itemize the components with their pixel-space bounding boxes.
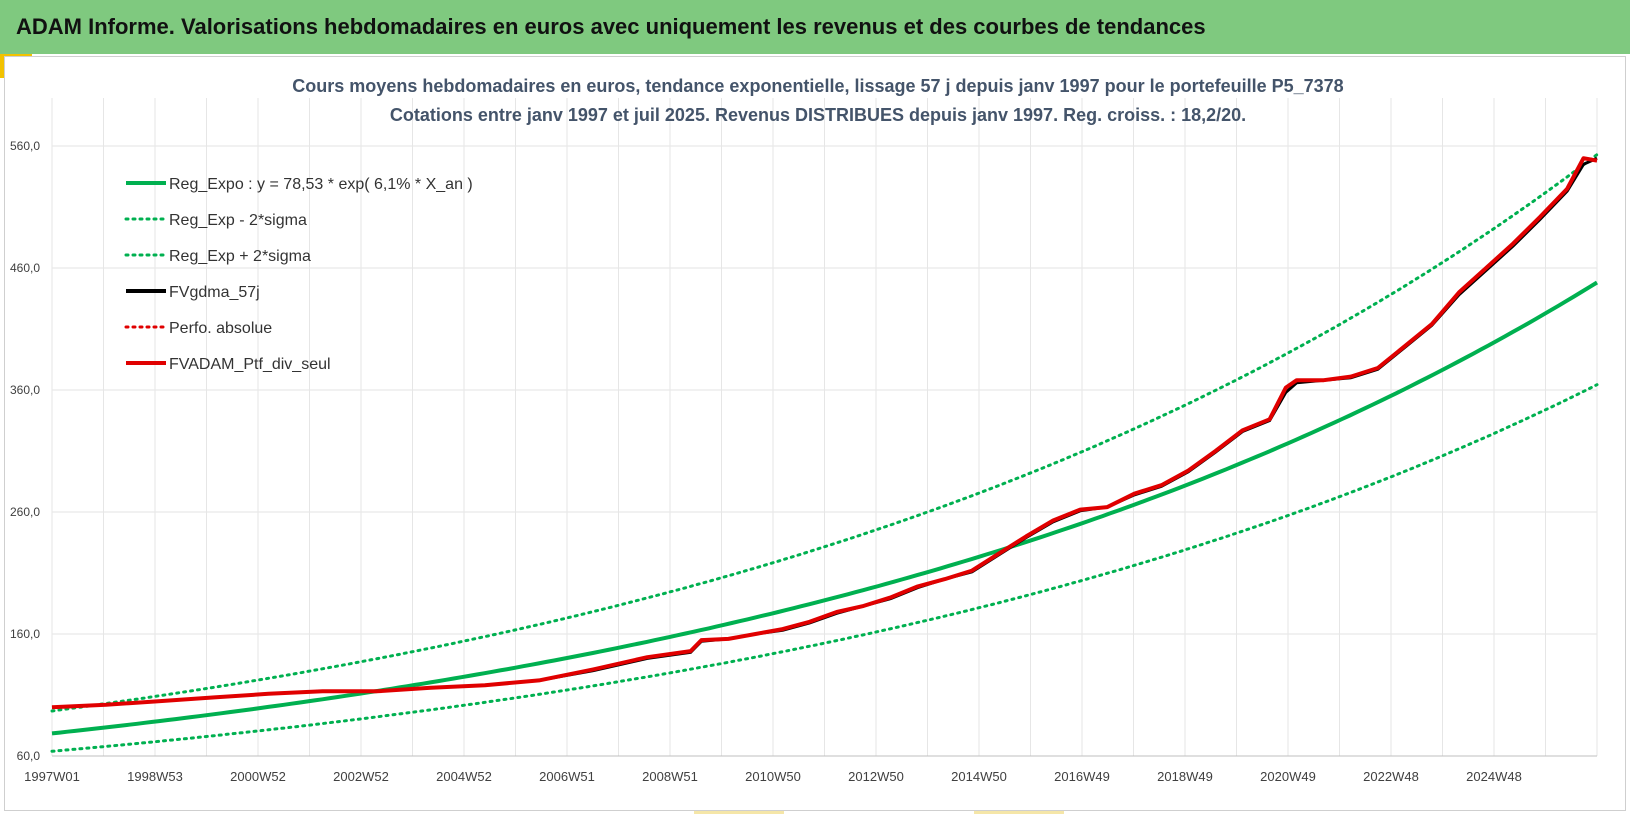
y-tick-label: 60,0 [17,749,41,763]
banner-title: ADAM Informe. Valorisations hebdomadaire… [16,14,1206,39]
y-axis: 60,0 160,0 260,0 360,0 460,0 560,0 [10,139,40,763]
x-axis: 1997W01 1998W53 2000W52 2002W52 2004W52 2006W… [24,755,1597,784]
legend: Reg_Expo : y = 78,53 * exp( 6,1% * X_an … [124,176,473,373]
chart-title-line-1: Cours moyens hebdomadaires en euros, ten… [292,76,1343,96]
legend-label-fvgdma-57j: FVgdma_57j [169,284,260,301]
x-tick-label: 1998W53 [127,769,183,784]
legend-label-reg-expo: Reg_Expo : y = 78,53 * exp( 6,1% * X_an … [169,176,473,193]
fvadam-ptf-div-seul-line [51,156,1598,710]
x-tick-label: 2020W49 [1260,769,1316,784]
x-tick-label: 2024W48 [1466,769,1522,784]
legend-label-fvadam-ptf-div-seul: FVADAM_Ptf_div_seul [169,356,331,373]
series-layer [50,153,1599,753]
x-tick-label: 2016W49 [1054,769,1110,784]
x-tick-label: 1997W01 [24,769,80,784]
y-tick-label: 560,0 [10,139,40,153]
chart-title-line-2: Cotations entre janv 1997 et juil 2025. … [390,105,1246,125]
x-tick-label: 2004W52 [436,769,492,784]
x-tick-label: 2022W48 [1363,769,1419,784]
reg-exp-minus-2sigma-line [50,383,1599,753]
legend-label-reg-exp-minus-2sigma: Reg_Exp - 2*sigma [169,212,307,229]
x-tick-label: 2012W50 [848,769,904,784]
reg-expo-line [51,280,1599,736]
y-tick-label: 260,0 [10,505,40,519]
corner-accent-left [0,54,4,78]
x-tick-label: 2014W50 [951,769,1007,784]
page-banner: ADAM Informe. Valorisations hebdomadaire… [0,0,1630,54]
bottom-accent-1 [694,811,784,814]
chart-frame [4,56,1626,811]
x-tick-label: 2018W49 [1157,769,1213,784]
grid-lines [51,98,1598,756]
reg-exp-plus-2sigma-line [50,153,1599,713]
x-tick-label: 2010W50 [745,769,801,784]
y-tick-label: 160,0 [10,627,40,641]
y-tick-label: 460,0 [10,261,40,275]
x-tick-label: 2006W51 [539,769,595,784]
y-tick-label: 360,0 [10,383,40,397]
legend-label-perfo-absolue: Perfo. absolue [169,320,272,337]
legend-label-reg-exp-plus-2sigma: Reg_Exp + 2*sigma [169,248,311,265]
x-tick-label: 2000W52 [230,769,286,784]
x-tick-label: 2002W52 [333,769,389,784]
bottom-accent-2 [974,811,1064,814]
x-tick-label: 2008W51 [642,769,698,784]
